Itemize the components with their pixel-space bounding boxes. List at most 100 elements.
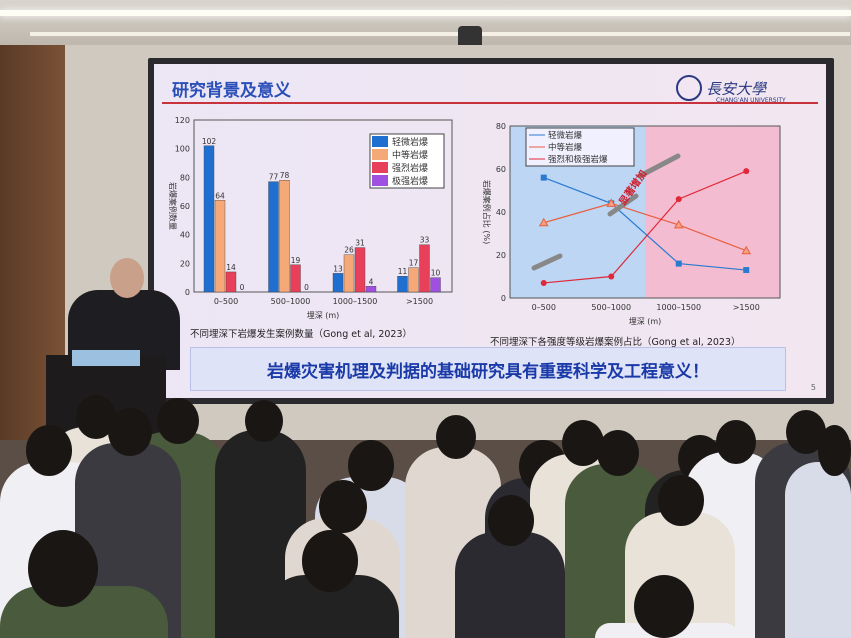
bar [214,200,226,293]
bar [332,273,344,293]
audience-head [716,420,756,464]
bar [365,286,377,293]
series-line [543,177,747,271]
y-tick-label: 100 [175,145,190,154]
data-label: 10 [431,269,441,278]
audience-head [634,575,694,638]
y-tick-label: 40 [496,208,506,217]
legend-label: 中等岩爆 [548,142,583,153]
audience-head [26,425,73,476]
ceiling-light [30,32,850,36]
bar [225,271,237,293]
y-tick-label: 0 [185,288,190,297]
data-point [675,196,682,203]
x-tick-label: 500–1000 [271,297,311,306]
data-label: 11 [398,267,408,276]
presentation-slide: 研究背景及意义 長安大學 CHANG'AN UNIVERSITY 0 20 40 60… [154,64,826,398]
bar [290,264,301,293]
data-point [540,279,547,286]
audience-head [319,480,368,533]
audience-member [785,462,851,638]
data-label: 13 [333,264,343,273]
x-tick-label: 0–500 [532,303,556,312]
x-tick-label: 1000–1500 [333,297,378,306]
plot-frame [193,119,453,293]
plot-frame [509,125,781,299]
divider [162,102,818,104]
data-label: 64 [215,191,225,200]
data-label: 31 [355,239,365,248]
arrow-icon [531,253,563,271]
bar [203,145,215,293]
left-chart-caption: 不同埋深下岩爆发生案例数量（Gong et al, 2023） [190,329,413,340]
y-tick-label: 0 [501,294,506,303]
x-tick-label: >1500 [733,303,760,312]
data-point [606,198,617,207]
line-chart: 0 20 40 60 80 岩爆案例占比 (%) 0–500 500–1000 1000–150… [482,122,781,326]
speaker-head [110,258,144,298]
x-tick-label: 0–500 [214,297,238,306]
y-axis-label: 岩爆案例占比 (%) [482,180,492,244]
data-point [673,219,684,229]
logo-en: CHANG'AN UNIVERSITY [716,97,786,104]
slide-title: 研究背景及意义 [172,81,291,101]
region-deep [645,126,780,298]
bar-chart: 020406080100120岩爆案例数量0–50010264140500–10… [168,116,453,320]
y-tick-label: 80 [180,173,190,182]
data-point [538,217,549,227]
bar [430,277,441,293]
arrow-icon [607,193,639,217]
data-label: 0 [304,283,309,292]
bar [408,267,419,293]
x-axis-label: 埋深 (m) [307,310,340,320]
y-tick-label: 20 [496,251,506,260]
audience-member [455,532,566,638]
y-axis-label: 岩爆案例数量 [168,182,178,230]
bar [419,244,430,293]
data-label: 26 [344,246,354,255]
bar [268,181,279,293]
ceiling [0,0,851,45]
series-line [543,170,747,284]
data-point [743,168,750,175]
university-logo: 長安大學 CHANG'AN UNIVERSITY [676,74,816,104]
legend-label: 极强岩爆 [392,175,428,187]
data-point [608,273,615,280]
x-tick-label: 500–1000 [591,303,631,312]
audience-head [107,408,152,457]
bar [279,179,290,293]
legend-label: 轻微岩爆 [392,136,428,148]
bar [397,276,408,293]
page-number: 5 [810,383,816,392]
audience-head [302,530,359,592]
legend-label: 强烈和极强岩爆 [548,154,608,165]
x-axis-label: 埋深 (m) [629,316,662,326]
data-label: 78 [280,171,290,180]
arrow-icon [637,153,681,179]
legend-label: 轻微岩爆 [548,130,583,141]
data-point [741,245,752,255]
legend [525,127,635,167]
bar [354,247,366,293]
data-label: 17 [409,259,419,268]
audience-head [436,415,476,459]
legend-swatch [372,136,388,147]
data-point [675,260,682,267]
slide-banner: 岩爆灾害机理及判据的基础研究具有重要科学及工程意义！ [190,347,786,391]
ceiling-light [0,10,851,16]
data-point [743,267,750,274]
audience-head [818,425,851,476]
y-tick-label: 20 [180,259,190,268]
audience-head [28,530,98,607]
series-line [543,202,747,252]
podium-sign [72,350,140,366]
audience-head [596,430,639,477]
audience-head [658,475,705,526]
y-tick-label: 60 [180,202,190,211]
bar [343,254,355,293]
data-point [540,174,547,181]
data-label: 33 [420,236,430,245]
y-tick-label: 60 [496,165,506,174]
legend-label: 中等岩爆 [392,149,428,161]
y-tick-label: 120 [175,116,190,125]
